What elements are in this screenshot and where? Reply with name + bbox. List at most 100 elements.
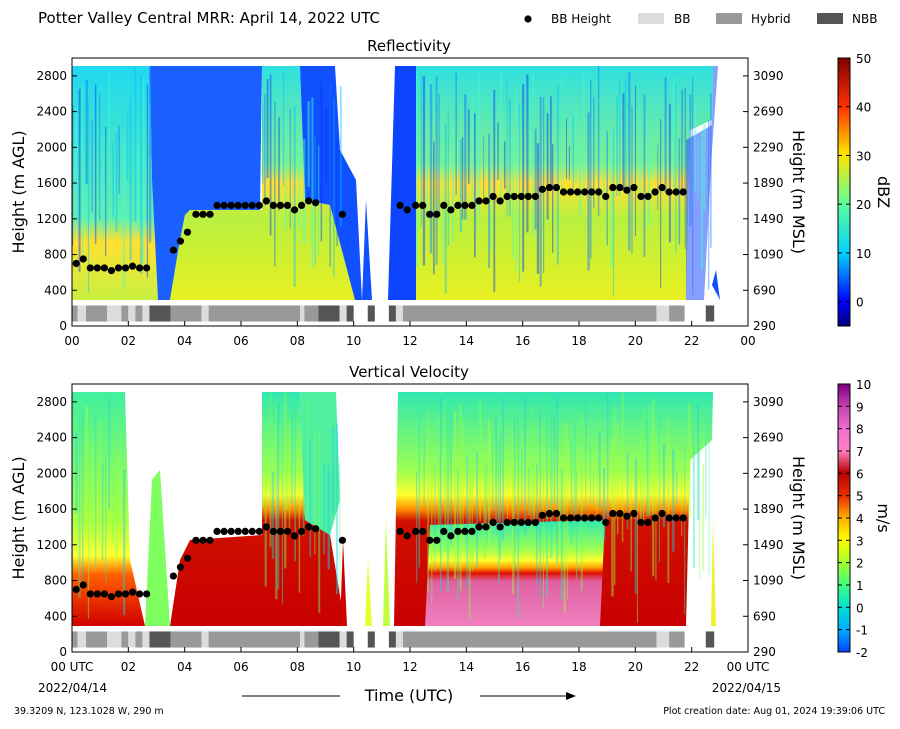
radar-streak xyxy=(529,88,532,179)
bb-height-point xyxy=(255,201,263,209)
bb-height-point xyxy=(545,183,554,192)
radar-streak xyxy=(438,94,440,217)
radar-streak xyxy=(684,87,686,249)
bb-type-segment xyxy=(149,305,171,322)
radar-streak xyxy=(471,90,474,208)
colorbar-tick-label: 50 xyxy=(856,52,871,66)
x-tick-label: 08 xyxy=(290,334,305,348)
bb-height-point xyxy=(461,527,469,536)
legend-bb-height-marker xyxy=(524,15,532,23)
bb-type-segment xyxy=(669,631,685,648)
radar-streak xyxy=(333,97,335,278)
radar-streak xyxy=(99,420,101,547)
radar-streak xyxy=(508,99,511,216)
radar-streak xyxy=(464,94,467,220)
bb-height-point xyxy=(644,192,652,201)
bb-height-point xyxy=(213,201,221,209)
radar-streak xyxy=(497,122,499,180)
bb-type-segment xyxy=(86,305,108,322)
y-right-tick-label: 690 xyxy=(753,609,776,623)
bb-height-point xyxy=(169,572,177,580)
radar-streak xyxy=(284,114,287,231)
radar-streak xyxy=(662,444,665,528)
bb-height-point xyxy=(183,554,192,562)
radar-streak xyxy=(500,70,503,209)
bb-height-point xyxy=(447,532,455,540)
bb-height-point xyxy=(426,536,434,544)
bb-height-point xyxy=(658,509,666,518)
bb-type-segment xyxy=(201,631,209,648)
legend-nbb-label: NBB xyxy=(852,12,877,26)
radar-streak xyxy=(78,88,81,272)
bb-height-point xyxy=(524,518,532,527)
bb-height-point xyxy=(468,527,476,536)
y-right-tick-label: 1890 xyxy=(753,502,784,516)
radar-streak xyxy=(692,429,695,569)
bb-type-segment xyxy=(656,305,670,322)
radar-streak xyxy=(646,419,649,517)
velocity-y-ticks-right: 290 690 1090 1490 1890 2290 2690 3090 xyxy=(743,395,784,659)
radar-streak xyxy=(288,420,291,532)
bb-height-point xyxy=(107,267,116,275)
reflectivity-y-ticks-left: 0 400 800 1200 1600 2000 2400 2800 xyxy=(36,69,77,333)
reflectivity-echo-shapes xyxy=(72,66,720,300)
bb-height-point xyxy=(412,527,420,536)
colorbar-tick-label: 3 xyxy=(856,534,864,548)
x-tick-label: 04 xyxy=(177,660,192,674)
radar-streak xyxy=(694,99,697,192)
bb-height-point xyxy=(581,188,589,196)
x-axis-label: Time (UTC) xyxy=(364,686,453,705)
radar-streak xyxy=(274,102,276,267)
radar-streak xyxy=(459,139,462,232)
y-tick-label: 1600 xyxy=(36,502,67,516)
bb-height-point xyxy=(136,264,144,272)
colorbar-tick-label: 10 xyxy=(856,247,871,261)
radar-streak xyxy=(466,455,468,589)
radar-streak xyxy=(339,86,342,227)
radar-streak xyxy=(611,438,614,597)
bb-height-point xyxy=(136,590,144,598)
y-right-tick-label: 2690 xyxy=(753,431,784,445)
legend: BB Height BB Hybrid NBB xyxy=(524,12,877,26)
radar-streak xyxy=(311,97,314,269)
bb-height-point xyxy=(312,525,320,533)
bb-height-point xyxy=(588,514,596,522)
bb-height-point xyxy=(531,518,539,527)
radar-streak xyxy=(585,399,587,521)
radar-streak xyxy=(314,434,316,555)
bb-height-point xyxy=(403,206,411,214)
bb-height-point xyxy=(143,264,151,272)
radar-streak xyxy=(336,137,338,247)
bb-type-segment xyxy=(705,631,715,648)
radar-streak xyxy=(82,84,84,259)
bb-height-point xyxy=(206,210,214,218)
velocity-bb-height-dots xyxy=(72,509,687,601)
reflectivity-title: Reflectivity xyxy=(367,37,451,55)
bb-type-segment xyxy=(300,631,305,648)
velocity-ylabel: Height (m AGL) xyxy=(9,456,28,579)
bb-height-point xyxy=(269,201,277,209)
x-tick-label: 14 xyxy=(459,334,474,348)
colorbar-tick-label: 7 xyxy=(856,445,864,459)
radar-streak xyxy=(697,139,699,199)
radar-streak xyxy=(72,431,74,572)
y-right-tick-label: 2290 xyxy=(753,466,784,480)
bb-type-segment xyxy=(208,631,301,648)
bb-height-point xyxy=(72,585,80,594)
radar-streak xyxy=(487,420,491,546)
radar-streak xyxy=(631,106,633,254)
y-tick-label: 2800 xyxy=(36,69,67,83)
bb-height-point xyxy=(312,199,320,207)
x-tick-label: 16 xyxy=(515,334,530,348)
radar-streak xyxy=(610,132,613,268)
bb-height-point xyxy=(545,509,554,518)
y-tick-label: 400 xyxy=(44,283,67,297)
radar-streak xyxy=(491,435,494,511)
bb-height-point xyxy=(566,188,575,196)
radar-streak xyxy=(699,408,701,579)
bb-type-segment xyxy=(72,631,78,648)
radar-streak xyxy=(335,423,339,595)
radar-streak xyxy=(108,73,111,184)
y-tick-label: 2400 xyxy=(36,105,67,119)
radar-streak xyxy=(568,145,570,180)
